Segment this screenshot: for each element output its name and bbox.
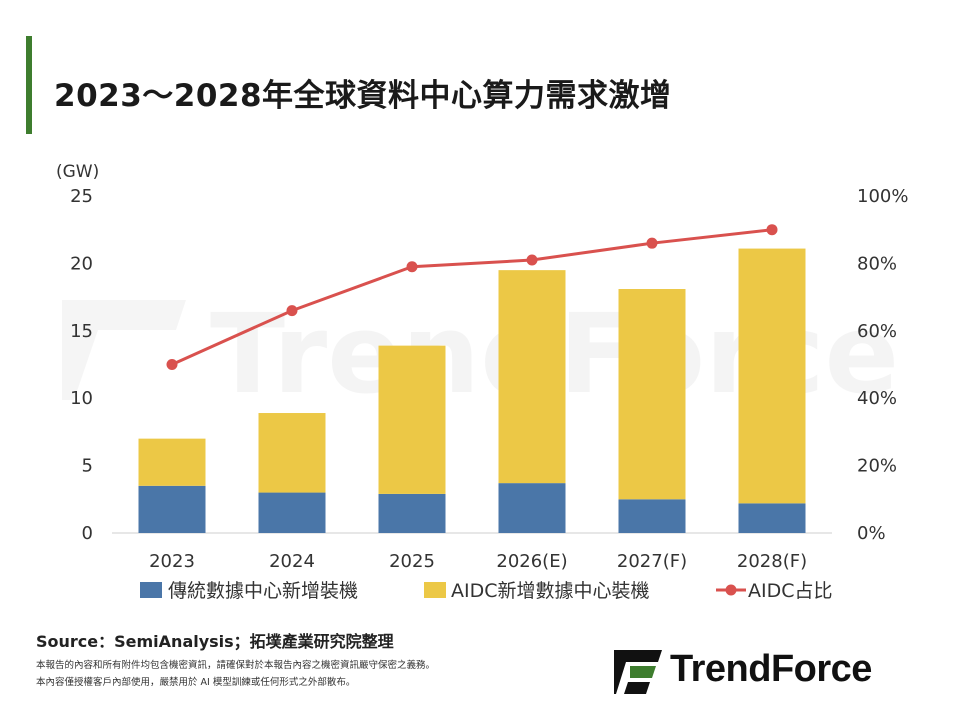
legend-swatch-aidc — [424, 582, 446, 598]
y-left-tick-label: 5 — [82, 456, 93, 477]
bar-traditional — [738, 503, 806, 533]
y-left-tick-label: 20 — [70, 253, 93, 274]
disclaimer-line-2: 本內容僅授權客戶內部使用，嚴禁用於 AI 模型訓練或任何形式之外部散布。 — [36, 677, 356, 688]
ratio-point — [526, 254, 538, 266]
x-tick-label: 2024 — [269, 551, 315, 572]
legend-marker-ratio — [725, 584, 737, 596]
bar-aidc — [618, 289, 686, 500]
y-right-tick-label: 20% — [857, 456, 897, 477]
y-left-tick-label: 25 — [70, 186, 93, 207]
bar-traditional — [498, 483, 566, 533]
y-left-unit: (GW) — [56, 162, 99, 182]
disclaimer-line-1: 本報告的內容和所有附件均包含機密資訊，請確保對於本報告內容之機密資訊嚴守保密之義… — [36, 660, 436, 671]
bar-traditional — [138, 485, 206, 533]
x-tick-label: 2028(F) — [737, 551, 807, 572]
legend-label-aidc: AIDC新增數據中心裝機 — [451, 580, 650, 602]
bars — [138, 248, 806, 533]
bar-traditional — [618, 499, 686, 533]
legend: 傳統數據中心新增裝機 AIDC新增數據中心裝機 AIDC占比 — [140, 580, 833, 602]
y-right-tick-label: 0% — [857, 523, 886, 544]
chart-title: 2023～2028年全球資料中心算力需求激增 — [54, 78, 672, 114]
x-tick-label: 2026(E) — [496, 551, 567, 572]
brand-name: TrendForce — [670, 648, 872, 690]
title-accent-bar — [26, 36, 32, 134]
y-right-tick-label: 60% — [857, 321, 897, 342]
y-right-tick-label: 100% — [857, 186, 908, 207]
bar-aidc — [258, 413, 326, 493]
logo-mark-icon — [614, 650, 662, 694]
x-tick-label: 2025 — [389, 551, 435, 572]
ratio-point — [166, 359, 178, 370]
ratio-line — [166, 224, 778, 370]
ratio-point — [766, 224, 778, 236]
bar-traditional — [378, 493, 446, 533]
x-tick-label: 2027(F) — [617, 551, 687, 572]
legend-swatch-traditional — [140, 582, 162, 598]
y-left-tick-label: 10 — [70, 388, 93, 409]
ratio-point — [406, 261, 418, 273]
bar-aidc — [138, 438, 206, 486]
y-left-tick-label: 0 — [82, 523, 93, 544]
bar-traditional — [258, 492, 326, 533]
y-right-tick-label: 80% — [857, 253, 897, 274]
bar-aidc — [738, 248, 806, 504]
bar-aidc — [378, 345, 446, 494]
ratio-point — [286, 305, 298, 317]
source-note: Source：SemiAnalysis；拓墣產業研究院整理 — [36, 632, 394, 651]
x-tick-label: 2023 — [149, 551, 195, 572]
ratio-point — [646, 237, 658, 249]
watermark-mark-icon — [62, 300, 186, 400]
bar-aidc — [498, 270, 566, 484]
y-left-tick-label: 15 — [70, 321, 93, 342]
legend-label-traditional: 傳統數據中心新增裝機 — [168, 580, 358, 602]
y-right-tick-label: 40% — [857, 388, 897, 409]
ratio-line-path — [171, 228, 773, 366]
legend-label-ratio: AIDC占比 — [748, 580, 833, 602]
brand-logo: TrendForce — [612, 648, 932, 696]
